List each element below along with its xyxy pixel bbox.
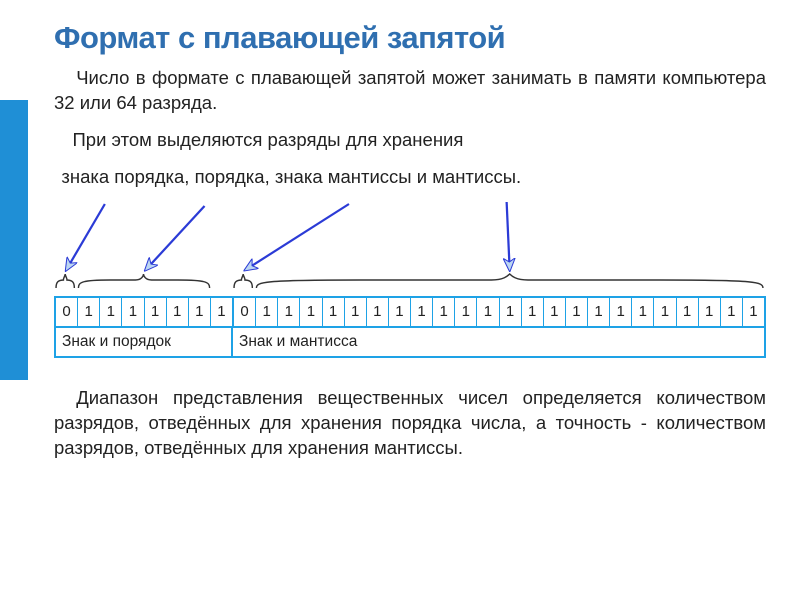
bit-row: 01111111011111111111111111111111 [56, 298, 764, 326]
para-2: При этом выделяются разряды для хранения [54, 128, 766, 153]
brace-order [78, 274, 209, 288]
bit-cell: 1 [345, 298, 367, 326]
bit-table: 01111111011111111111111111111111 Знак и … [54, 296, 766, 358]
bit-cell: 1 [721, 298, 743, 326]
bit-cell: 1 [477, 298, 499, 326]
bit-cell: 1 [411, 298, 433, 326]
bit-cell: 1 [100, 298, 122, 326]
arrow-sign-mantissa [245, 204, 349, 270]
slide-content: Формат с плавающей запятой Число в форма… [0, 0, 800, 493]
bit-cell: 1 [677, 298, 699, 326]
bit-cell: 1 [500, 298, 522, 326]
bit-cell: 1 [610, 298, 632, 326]
brace-mantissa [256, 274, 763, 288]
accent-sidebar [0, 100, 28, 380]
bit-diagram: 01111111011111111111111111111111 Знак и … [54, 202, 766, 372]
bit-cell: 1 [323, 298, 345, 326]
brace-sign-order [56, 274, 74, 288]
label-row: Знак и порядок Знак и мантисса [56, 326, 764, 356]
bit-cell: 1 [743, 298, 764, 326]
bit-cell: 1 [566, 298, 588, 326]
label-sign-mantissa: Знак и мантисса [233, 328, 764, 356]
bit-cell: 1 [189, 298, 211, 326]
para-range: Диапазон представления вещественных чисе… [54, 386, 766, 461]
bit-cell: 1 [145, 298, 167, 326]
bit-cell: 1 [300, 298, 322, 326]
page-title: Формат с плавающей запятой [54, 20, 766, 56]
bit-cell: 1 [455, 298, 477, 326]
bit-cell: 1 [167, 298, 189, 326]
arrow-order [146, 206, 205, 270]
bit-cell: 1 [632, 298, 654, 326]
bit-cell: 1 [211, 298, 234, 326]
bit-cell: 1 [433, 298, 455, 326]
bit-cell: 1 [389, 298, 411, 326]
brace-sign-mantissa [234, 274, 252, 288]
label-sign-order: Знак и порядок [56, 328, 233, 356]
bit-cell: 1 [699, 298, 721, 326]
bit-cell: 1 [522, 298, 544, 326]
para-3: знака порядка, порядка, знака мантиссы и… [54, 165, 766, 190]
bit-cell: 1 [78, 298, 100, 326]
bit-cell: 1 [544, 298, 566, 326]
bit-cell: 1 [654, 298, 676, 326]
arrow-sign-order [66, 204, 105, 270]
bit-cell: 1 [122, 298, 144, 326]
bit-cell: 1 [588, 298, 610, 326]
arrow-mantissa [507, 202, 510, 270]
bit-cell: 1 [367, 298, 389, 326]
bit-cell: 0 [56, 298, 78, 326]
para-intro: Число в формате с плавающей запятой може… [54, 66, 766, 116]
bit-cell: 1 [256, 298, 278, 326]
bit-cell: 1 [278, 298, 300, 326]
bit-cell: 0 [234, 298, 256, 326]
